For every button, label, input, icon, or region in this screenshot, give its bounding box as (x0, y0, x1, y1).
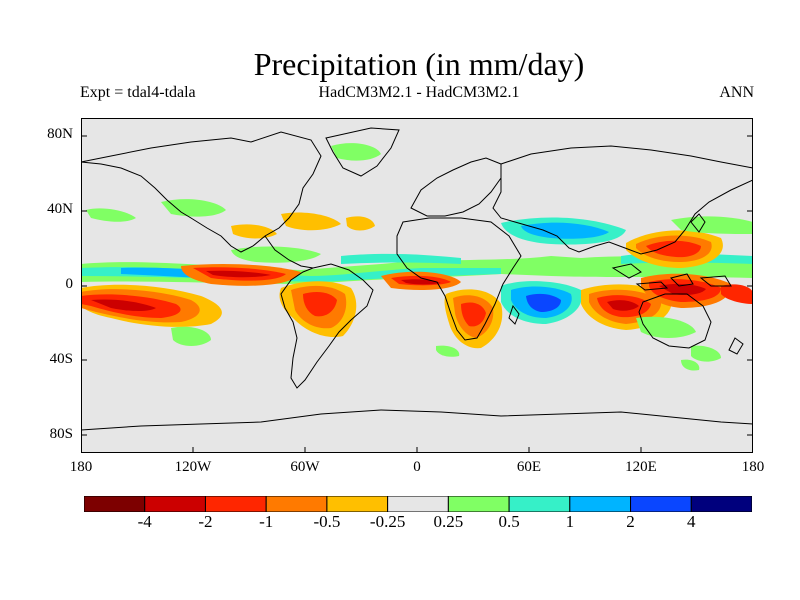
lat-label-equator: 0 (65, 276, 74, 292)
lon-label-0: 0 (413, 459, 421, 475)
lat-label-40s: 40S (49, 351, 73, 367)
season-label: ANN (719, 84, 754, 101)
colorbar-swatch (265, 496, 328, 512)
lon-label-60e: 60E (516, 459, 542, 475)
colorbar-label: -0.25 (369, 512, 406, 531)
model-label: HadCM3M2.1 - HadCM3M2.1 (318, 84, 520, 101)
lon-label-120w: 120W (174, 459, 212, 475)
lon-label-180-left: 180 (69, 459, 93, 475)
colorbar-swatch (144, 496, 206, 512)
lon-label-60w: 60W (290, 459, 320, 475)
anomaly-fields (81, 143, 753, 371)
experiment-label: Expt = tdal4-tdala (80, 84, 196, 101)
colorbar-label: -1 (259, 512, 274, 531)
lat-label-80n: 80N (47, 126, 73, 142)
colorbar-swatch (326, 496, 389, 512)
map-panel (81, 118, 753, 453)
colorbar-swatch (690, 496, 752, 512)
lon-label-120e: 120E (625, 459, 657, 475)
map-frame (81, 118, 753, 453)
colorbar-label: 2 (626, 512, 635, 531)
colorbar-swatch (387, 496, 449, 512)
colorbar-swatch (204, 496, 267, 512)
coastlines (81, 127, 753, 431)
colorbar-swatch (447, 496, 510, 512)
colorbar-swatch (508, 496, 571, 512)
colorbar-label: -0.5 (313, 512, 341, 531)
colorbar-label: -4 (137, 512, 152, 531)
colorbar-label: -2 (198, 512, 213, 531)
lat-label-80s: 80S (49, 426, 73, 442)
lat-label-40n: 40N (47, 201, 73, 217)
colorbar-label: 1 (565, 512, 575, 531)
plot-title: Precipitation (in mm/day) (253, 46, 585, 82)
colorbar (84, 496, 752, 512)
colorbar-swatch (630, 496, 692, 512)
colorbar-label: 4 (687, 512, 696, 531)
colorbar-label: 0.5 (498, 512, 520, 531)
lon-label-180-right: 180 (741, 459, 765, 475)
colorbar-swatch (84, 496, 146, 512)
precipitation-map (81, 118, 753, 453)
colorbar-label: 0.25 (433, 512, 464, 531)
colorbar-swatch (569, 496, 632, 512)
